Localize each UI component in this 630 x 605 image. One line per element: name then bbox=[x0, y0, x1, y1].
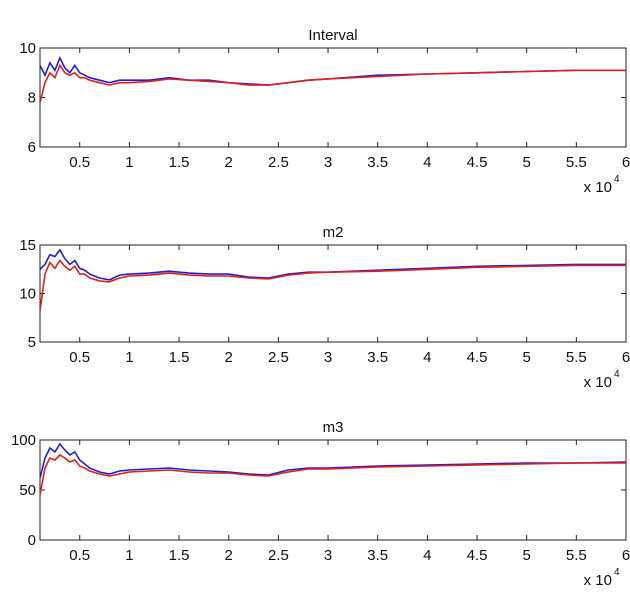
x-tick-label: 2.5 bbox=[268, 547, 289, 564]
x-tick-label: 3.5 bbox=[367, 547, 388, 564]
x-tick-label: 3.5 bbox=[367, 349, 388, 366]
x-tick-label: 5 bbox=[523, 349, 531, 366]
x-tick-label: 3 bbox=[324, 349, 332, 366]
x-tick-label: 5.5 bbox=[566, 547, 587, 564]
axes-frame bbox=[39, 47, 627, 148]
subplot-1: Interval 0.5 1 1.5 2 2.5 3 3.5 4 4.5 5 5.5 6 6 8 10 x 10… bbox=[19, 27, 630, 196]
x-tick-label: 2.5 bbox=[268, 154, 289, 171]
x-tick-label: 6 bbox=[622, 349, 630, 366]
y-tick-label: 5 bbox=[28, 334, 36, 351]
x-tick-label: 1.5 bbox=[169, 154, 190, 171]
series-line-1 bbox=[40, 55, 626, 86]
x-tick-label: 5.5 bbox=[566, 154, 587, 171]
x-exponent-label: x 10 bbox=[584, 374, 612, 391]
x-tick-label: 2 bbox=[225, 547, 233, 564]
x-tick-label: 4 bbox=[423, 547, 431, 564]
series-line-2 bbox=[40, 63, 626, 103]
x-tick-label: 2.5 bbox=[268, 349, 289, 366]
subplot-title: m3 bbox=[323, 419, 344, 436]
x-exponent-label: x 10 bbox=[584, 572, 612, 589]
x-tick-label: 1.5 bbox=[169, 349, 190, 366]
x-tick-label: 1 bbox=[125, 547, 133, 564]
axes-frame bbox=[39, 439, 627, 541]
series-line-1 bbox=[40, 442, 626, 479]
x-tick-label: 4 bbox=[423, 154, 431, 171]
x-tick-label: 5 bbox=[523, 154, 531, 171]
subplot-title: m2 bbox=[323, 224, 344, 241]
x-exponent-label: x 10 bbox=[584, 179, 612, 196]
x-tick-label: 4.5 bbox=[467, 547, 488, 564]
x-exponent-power: 4 bbox=[614, 369, 620, 380]
x-tick-label: 0.5 bbox=[69, 154, 90, 171]
y-tick-label: 15 bbox=[19, 237, 36, 254]
x-tick-label: 4.5 bbox=[467, 154, 488, 171]
y-tick-label: 100 bbox=[11, 432, 36, 449]
x-tick-label: 3.5 bbox=[367, 154, 388, 171]
x-tick-label: 4.5 bbox=[467, 349, 488, 366]
x-tick-label: 6 bbox=[622, 547, 630, 564]
x-tick-label: 3 bbox=[324, 154, 332, 171]
x-tick-label: 3 bbox=[324, 547, 332, 564]
y-tick-label: 6 bbox=[28, 139, 36, 156]
series-line-2 bbox=[40, 259, 626, 312]
x-tick-label: 0.5 bbox=[69, 547, 90, 564]
series-line-2 bbox=[40, 453, 626, 496]
x-tick-label: 1 bbox=[125, 349, 133, 366]
x-tick-label: 5 bbox=[523, 547, 531, 564]
y-tick-label: 8 bbox=[28, 90, 36, 107]
x-tick-label: 4 bbox=[423, 349, 431, 366]
y-tick-label: 0 bbox=[28, 532, 36, 549]
x-tick-label: 2 bbox=[225, 349, 233, 366]
x-exponent-power: 4 bbox=[614, 174, 620, 185]
y-tick-label: 50 bbox=[19, 482, 36, 499]
subplot-title: Interval bbox=[308, 27, 357, 44]
x-tick-label: 2 bbox=[225, 154, 233, 171]
x-tick-label: 1 bbox=[125, 154, 133, 171]
y-tick-label: 10 bbox=[19, 286, 36, 303]
x-tick-label: 6 bbox=[622, 154, 630, 171]
x-exponent-power: 4 bbox=[614, 567, 620, 578]
x-tick-label: 5.5 bbox=[566, 349, 587, 366]
x-tick-label: 1.5 bbox=[169, 547, 190, 564]
y-tick-label: 10 bbox=[19, 40, 36, 57]
series-line-1 bbox=[40, 248, 626, 281]
x-tick-label: 0.5 bbox=[69, 349, 90, 366]
axes-frame bbox=[39, 244, 627, 343]
